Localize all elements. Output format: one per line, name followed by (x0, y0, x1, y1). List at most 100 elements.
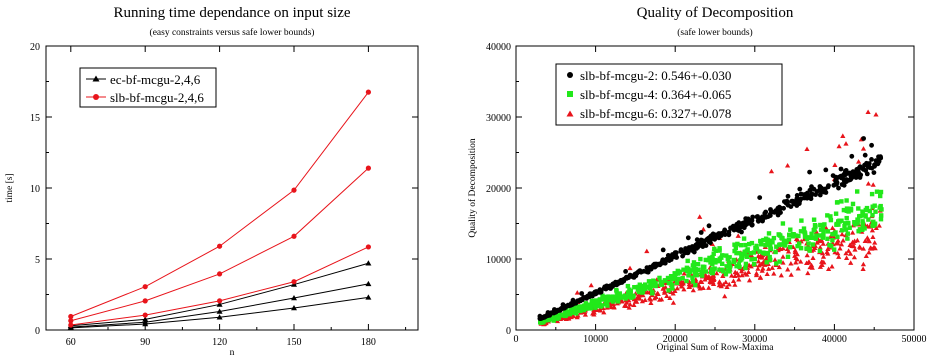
quality-point-mcgu4 (618, 294, 623, 299)
quality-point-mcgu4 (839, 228, 845, 233)
quality-point-mcgu4 (765, 242, 770, 247)
quality-point-mcgu4 (848, 206, 854, 211)
quality-point-mcgu6 (812, 245, 818, 251)
quality-point-mcgu6 (793, 259, 799, 265)
quality-point-mcgu4 (709, 258, 714, 263)
runtime-x-tick-label: 150 (287, 337, 302, 348)
quality-point-mcgu6 (764, 271, 770, 277)
quality-point-mcgu2 (848, 177, 853, 183)
quality-point-mcgu6 (864, 235, 870, 240)
quality-point-mcgu6 (876, 223, 882, 228)
quality-point-mcgu4 (825, 229, 831, 234)
quality-point-mcgu6 (636, 292, 642, 298)
quality-point-mcgu6 (866, 249, 872, 255)
quality-point-mcgu6 (627, 265, 633, 271)
quality-x-tick-label: 40000 (822, 334, 847, 345)
quality-point-mcgu2 (809, 191, 815, 197)
runtime-legend-label-slb: slb-bf-mcgu-2,4,6 (110, 90, 204, 105)
quality-point-mcgu2 (833, 180, 839, 186)
quality-point-mcgu2 (706, 223, 712, 229)
runtime-y-tick-label: 20 (30, 42, 40, 53)
quality-point-mcgu2 (694, 237, 700, 243)
quality-point-mcgu6 (780, 254, 786, 259)
quality-point-mcgu4 (625, 290, 631, 295)
quality-point-mcgu6 (648, 296, 654, 302)
quality-point-mcgu4 (761, 250, 766, 255)
runtime-chart: Running time dependance on input size (e… (5, 5, 419, 358)
quality-point-mcgu6 (873, 112, 879, 117)
quality-point-mcgu6 (768, 168, 775, 174)
quality-point-mcgu6 (776, 264, 782, 270)
quality-point-mcgu4 (811, 217, 817, 222)
quality-point-mcgu6 (766, 266, 772, 271)
quality-point-mcgu4 (741, 251, 746, 257)
quality-point-mcgu4 (835, 200, 840, 205)
quality-point-mcgu6 (710, 273, 716, 278)
quality-point-mcgu6 (574, 314, 580, 320)
quality-point-mcgu4 (632, 285, 637, 290)
quality-point-mcgu2 (768, 207, 773, 212)
quality-point-mcgu4 (597, 303, 602, 308)
quality-point-mcgu6 (835, 240, 841, 246)
quality-point-mcgu2 (704, 236, 710, 242)
quality-chart-y-label: Quality of Decomposition (467, 138, 478, 237)
quality-point-mcgu4 (741, 236, 747, 241)
quality-point-mcgu2 (623, 269, 628, 274)
quality-point-mcgu4 (693, 282, 698, 288)
quality-point-mcgu4 (757, 249, 762, 254)
quality-point-mcgu4 (766, 231, 772, 236)
quality-point-mcgu4 (582, 303, 587, 308)
quality-point-mcgu6 (832, 162, 838, 167)
quality-point-mcgu4 (855, 221, 860, 226)
quality-point-mcgu2 (797, 186, 803, 192)
quality-point-mcgu6 (843, 250, 849, 256)
quality-point-mcgu4 (793, 233, 798, 238)
quality-point-mcgu2 (659, 260, 664, 266)
quality-point-mcgu6 (805, 260, 811, 265)
quality-point-mcgu2 (557, 307, 563, 313)
quality-chart-subtitle: (safe lower bounds) (677, 27, 752, 38)
quality-point-mcgu4 (807, 235, 813, 240)
quality-point-mcgu6 (672, 288, 678, 293)
runtime-point (291, 304, 297, 311)
runtime-point (217, 298, 223, 304)
quality-point-mcgu2 (817, 184, 823, 189)
quality-point-mcgu4 (614, 295, 620, 300)
quality-point-mcgu4 (825, 213, 830, 218)
quality-point-mcgu6 (819, 237, 825, 243)
quality-point-mcgu2 (809, 184, 814, 190)
quality-point-mcgu6 (860, 266, 866, 271)
quality-point-mcgu4 (690, 275, 695, 280)
quality-point-mcgu4 (629, 295, 634, 300)
quality-point-mcgu4 (627, 287, 632, 292)
quality-point-mcgu2 (756, 218, 761, 224)
quality-point-mcgu2 (621, 278, 627, 284)
quality-point-mcgu4 (676, 276, 681, 282)
quality-point-mcgu4 (753, 245, 758, 251)
quality-point-mcgu4 (727, 255, 732, 260)
quality-point-mcgu4 (784, 239, 789, 245)
quality-point-mcgu4 (743, 265, 748, 271)
quality-point-mcgu4 (640, 290, 645, 295)
quality-point-mcgu4 (564, 307, 569, 313)
quality-point-mcgu6 (793, 236, 800, 241)
quality-point-mcgu6 (690, 287, 696, 293)
quality-x-tick-label: 20000 (663, 334, 688, 345)
quality-point-mcgu6 (723, 279, 729, 285)
quality-point-mcgu4 (636, 288, 641, 293)
quality-point-mcgu6 (700, 226, 706, 232)
quality-point-mcgu2 (544, 313, 550, 318)
quality-y-tick-label: 20000 (486, 184, 511, 195)
quality-point-mcgu4 (857, 227, 863, 232)
quality-point-mcgu2 (562, 305, 568, 311)
quality-point-mcgu2 (660, 247, 666, 253)
runtime-y-tick-label: 0 (35, 326, 40, 337)
quality-point-mcgu2 (767, 213, 773, 219)
quality-point-mcgu4 (711, 251, 716, 256)
quality-y-tick-label: 40000 (486, 42, 511, 53)
runtime-point (68, 318, 74, 324)
quality-point-mcgu4 (565, 312, 571, 317)
quality-point-mcgu4 (798, 246, 804, 251)
runtime-legend-box (79, 67, 217, 108)
quality-point-mcgu4 (870, 204, 875, 209)
